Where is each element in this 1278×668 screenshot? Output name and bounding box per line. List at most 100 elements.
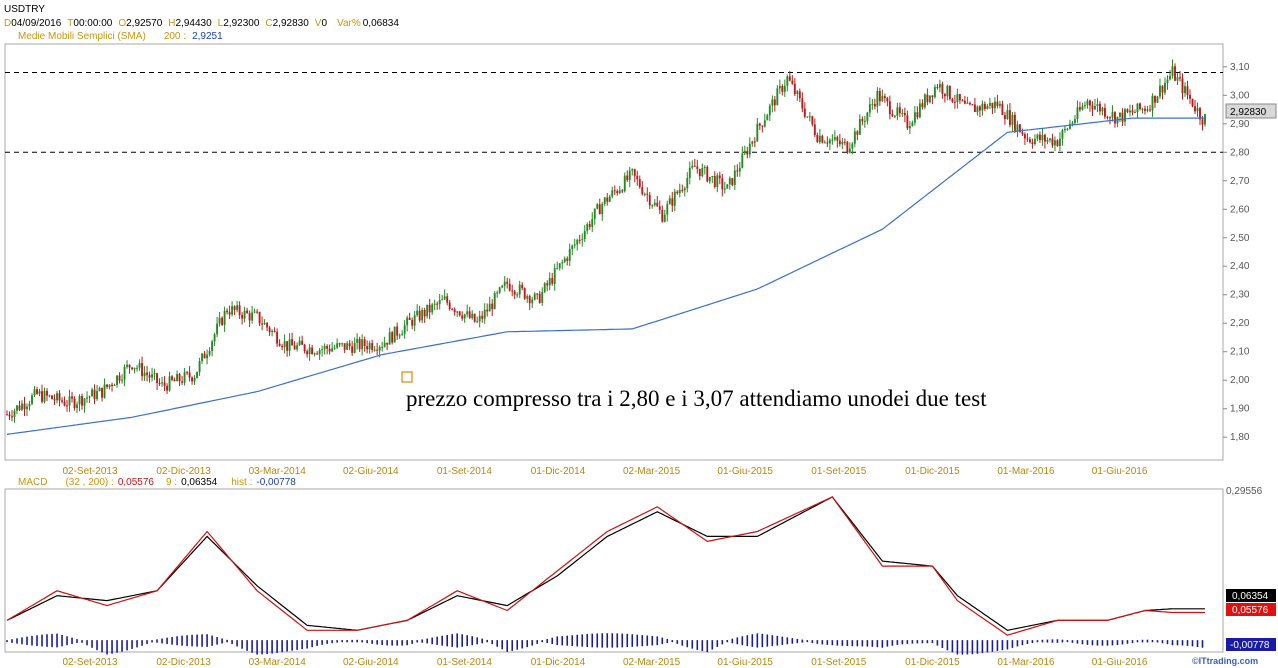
macd-hist-bar bbox=[926, 640, 929, 644]
macd-hist-bar bbox=[1061, 639, 1064, 643]
candle-body bbox=[658, 206, 661, 210]
price-y-tick-label: 3,00 bbox=[1230, 90, 1250, 101]
candle-body bbox=[131, 367, 134, 370]
macd-hist-bar bbox=[511, 640, 514, 651]
macd-hist-bar bbox=[1086, 640, 1089, 645]
macd-hist-bar bbox=[106, 640, 108, 655]
candle-body bbox=[988, 102, 991, 106]
candle-body bbox=[1151, 95, 1154, 111]
candle-body bbox=[986, 105, 989, 109]
macd-hist-bar bbox=[296, 640, 298, 650]
macd-hist-bar bbox=[101, 640, 103, 653]
macd-hist-bar bbox=[151, 640, 153, 643]
candle-body bbox=[343, 343, 346, 350]
macd-hist-bar bbox=[776, 635, 779, 646]
price-x-axis: 02-Set-2013 02-Dic-2013 03-Mar-2014 02-Giu-… bbox=[62, 466, 1147, 477]
candle-body bbox=[591, 218, 594, 227]
macd-hist-bar bbox=[91, 640, 93, 648]
macd-hist-bar bbox=[821, 640, 824, 645]
candle-body bbox=[508, 283, 511, 291]
macd-hist-bar bbox=[896, 640, 899, 645]
candle-body bbox=[1099, 103, 1101, 112]
candle-body bbox=[136, 367, 139, 369]
candle-body bbox=[326, 345, 329, 349]
candle-body bbox=[251, 312, 254, 321]
candle-body bbox=[46, 390, 48, 396]
candle-body bbox=[196, 371, 199, 379]
macd-hist-bar bbox=[816, 640, 819, 644]
candle-body bbox=[856, 131, 859, 135]
candle-body bbox=[186, 372, 189, 374]
candle-body bbox=[246, 310, 249, 314]
candle-body bbox=[231, 306, 234, 315]
candle-body bbox=[633, 169, 636, 176]
macd-hist-bar bbox=[901, 640, 904, 645]
candle-body bbox=[838, 140, 841, 145]
candle-body bbox=[393, 326, 396, 343]
candle-body bbox=[511, 290, 514, 292]
macd-hist-bar bbox=[216, 636, 218, 645]
macd-hist-bar bbox=[51, 633, 53, 648]
macd-hist-bar bbox=[476, 637, 478, 645]
macd-hist-bar bbox=[1176, 640, 1179, 646]
candle-body bbox=[1104, 108, 1106, 117]
candle-body bbox=[608, 196, 611, 202]
candle-body bbox=[858, 119, 861, 135]
candle-body bbox=[751, 141, 754, 144]
candle-body bbox=[491, 303, 494, 310]
candle-body bbox=[636, 175, 639, 180]
candle-body bbox=[616, 191, 619, 194]
macd-hist-bar bbox=[871, 640, 874, 647]
candle-body bbox=[331, 348, 334, 352]
candle-body bbox=[1076, 107, 1079, 120]
candle-body bbox=[88, 396, 91, 398]
candle-body bbox=[1111, 112, 1114, 118]
macd-hist-bar bbox=[936, 640, 939, 646]
candle-body bbox=[203, 353, 206, 359]
candle-body bbox=[533, 293, 536, 300]
candle-body bbox=[1176, 77, 1179, 81]
candle-body bbox=[338, 343, 341, 345]
macd-hist-bar bbox=[1196, 640, 1199, 648]
candle-body bbox=[73, 398, 76, 409]
candle-body bbox=[738, 167, 741, 172]
macd-hist-bar bbox=[1201, 640, 1204, 648]
candle-body bbox=[1071, 122, 1074, 124]
candle-body bbox=[566, 258, 569, 261]
candle-body bbox=[1006, 110, 1009, 120]
macd-hist-bar bbox=[431, 637, 433, 645]
candle-body bbox=[443, 296, 446, 300]
candle-body bbox=[98, 387, 101, 392]
macd-hist-bar bbox=[166, 637, 168, 645]
candle-body bbox=[523, 288, 526, 299]
macd-hist-bar bbox=[1131, 640, 1134, 644]
candle-body bbox=[973, 104, 976, 113]
candle-body bbox=[1094, 105, 1096, 110]
candle-body bbox=[221, 317, 224, 325]
macd-hist-bar bbox=[716, 640, 719, 647]
candle-body bbox=[293, 345, 296, 350]
candle-body bbox=[158, 382, 161, 384]
macd-hist-bar bbox=[741, 636, 744, 646]
candle-body bbox=[398, 335, 401, 337]
candle-body bbox=[653, 202, 656, 206]
candle-body bbox=[146, 372, 149, 376]
candle-body bbox=[1149, 109, 1151, 111]
candle-body bbox=[513, 291, 516, 295]
price-layer bbox=[5, 59, 1223, 435]
candle-body bbox=[1139, 103, 1141, 110]
candle-body bbox=[446, 296, 449, 303]
price-y-tick-label: 2,60 bbox=[1230, 204, 1250, 215]
macd-hist-bar bbox=[791, 638, 794, 644]
candle-body bbox=[283, 341, 286, 348]
macd-hist-bar bbox=[81, 640, 83, 643]
candle-body bbox=[281, 345, 284, 348]
candle-body bbox=[1096, 103, 1099, 106]
macd-hist-bar bbox=[1146, 639, 1149, 643]
candle-body bbox=[778, 85, 781, 89]
macd-hist-bar bbox=[356, 639, 358, 643]
macd-hist-bar bbox=[611, 633, 614, 648]
macd-hist-bar bbox=[96, 640, 98, 651]
candle-body bbox=[786, 76, 789, 86]
candle-body bbox=[208, 350, 211, 355]
